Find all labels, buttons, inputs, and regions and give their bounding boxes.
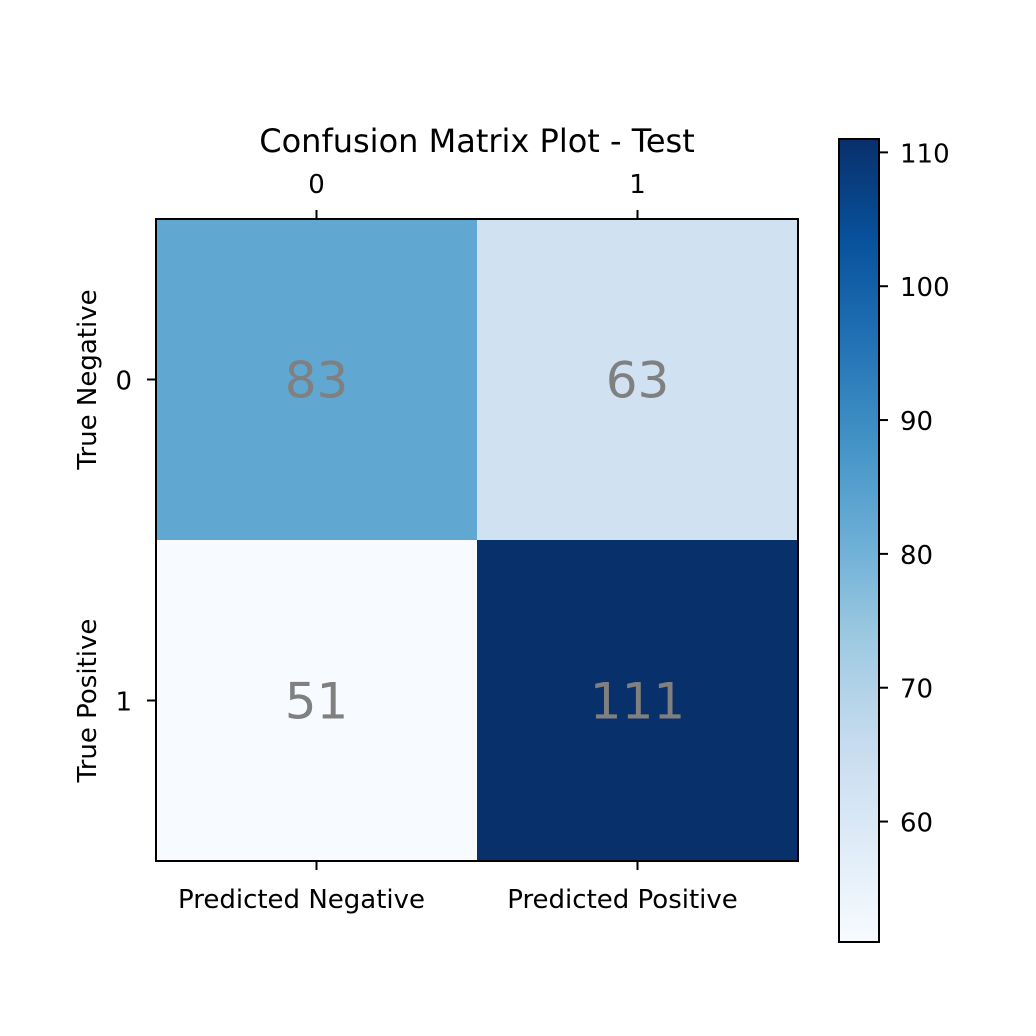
y-tick-label-0: 0: [115, 367, 132, 397]
colorbar-ticks: 60 70 80 90 100 110: [879, 139, 950, 839]
chart-title: Confusion Matrix Plot - Test: [259, 122, 694, 160]
matrix-cell-r1-c0: [156, 540, 477, 861]
colorbar-tick-label-4: 100: [900, 273, 950, 303]
matrix-value-r1-c1: 111: [590, 673, 685, 731]
colorbar-tick-label-3: 90: [900, 407, 933, 437]
x-top-tick-label-1: 1: [629, 170, 646, 200]
y-tick-label-1: 1: [115, 688, 132, 718]
matrix-cell-r0-c0: [156, 219, 477, 540]
colorbar-tick-label-2: 80: [900, 541, 933, 571]
colorbar-tick-label-0: 60: [900, 809, 933, 839]
matrix-cell-r1-c1: [477, 540, 798, 861]
x-bottom-tick-label-0: Predicted Negative: [178, 885, 425, 915]
colorbar-tick-label-1: 70: [900, 675, 933, 705]
matrix-cells: [156, 219, 798, 861]
matrix-value-r0-c1: 63: [606, 352, 670, 410]
y-row-label-0: True Negative: [73, 289, 103, 470]
y-row-label-1: True Positive: [73, 619, 103, 784]
x-top-tick-label-0: 0: [308, 170, 325, 200]
x-bottom-tick-label-1: Predicted Positive: [507, 885, 738, 915]
matrix-frame: [155, 218, 799, 862]
colorbar-gradient: [838, 138, 880, 943]
matrix-cell-r0-c1: [477, 219, 798, 540]
colorbar-tick-label-5: 110: [900, 139, 950, 169]
colorbar: 60 70 80 90 100 110: [838, 138, 950, 943]
matrix-value-labels: 83 63 51 111: [285, 352, 686, 731]
matrix-value-r0-c0: 83: [285, 352, 349, 410]
matrix-value-r1-c0: 51: [285, 673, 349, 731]
